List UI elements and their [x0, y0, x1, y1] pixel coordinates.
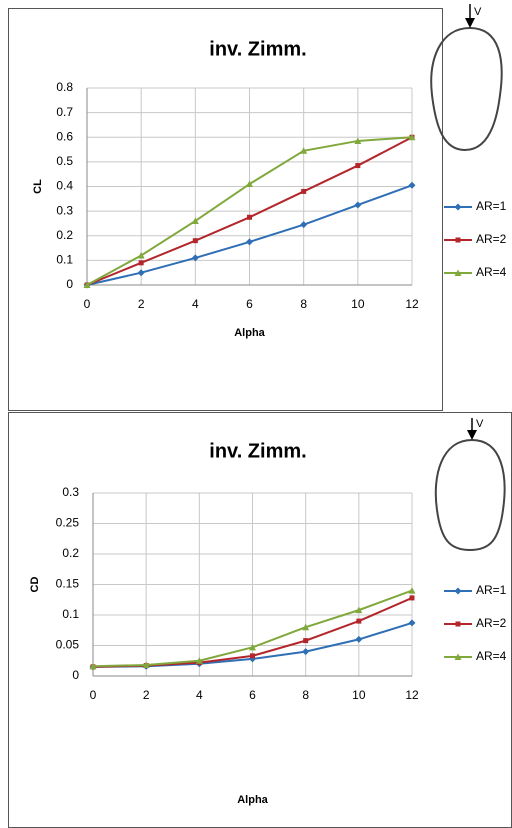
marker [302, 623, 310, 631]
y-tick-label: 0.1 [56, 253, 73, 267]
legend-marker [455, 621, 461, 627]
y-tick-label: 0.6 [56, 129, 73, 143]
marker [137, 251, 145, 259]
legend-label: AR=1 [476, 583, 507, 597]
x-tick-label: 12 [405, 297, 419, 311]
marker [355, 635, 363, 643]
marker [246, 238, 253, 246]
x-tick-label: 8 [302, 688, 309, 702]
marker [354, 137, 362, 144]
legend-label: AR=4 [476, 265, 507, 279]
arrow-head [467, 430, 477, 440]
x-tick-label: 2 [143, 688, 150, 702]
legend-label: AR=2 [476, 232, 507, 246]
marker [138, 260, 144, 266]
x-tick-label: 0 [90, 688, 97, 702]
y-tick-label: 0.25 [56, 516, 80, 530]
legend-marker [454, 587, 462, 595]
velocity-label: V [474, 6, 482, 18]
legend-label: AR=1 [476, 199, 507, 213]
x-tick-label: 4 [196, 688, 203, 702]
legend-marker [454, 653, 462, 660]
y-tick-label: 0 [66, 277, 73, 291]
y-tick-label: 0.2 [62, 546, 79, 560]
marker [83, 281, 91, 288]
x-tick-label: 12 [405, 688, 419, 702]
x-tick-label: 6 [246, 297, 253, 311]
x-axis-label: Alpha [234, 327, 265, 339]
marker [356, 618, 362, 624]
legend-label: AR=4 [476, 649, 507, 663]
marker [191, 217, 199, 224]
marker [249, 643, 256, 651]
y-tick-label: 0.15 [56, 577, 80, 591]
x-axis-label: Alpha [237, 794, 268, 806]
y-axis-label: CL [32, 179, 44, 194]
marker [354, 201, 362, 209]
marker [247, 214, 252, 220]
legend-marker [455, 237, 461, 243]
x-tick-label: 6 [249, 688, 256, 702]
marker [246, 180, 253, 188]
legend-marker [454, 269, 462, 276]
legend-label: AR=2 [476, 616, 507, 630]
chart-title: inv. Zimm. [209, 440, 306, 462]
y-tick-label: 0 [72, 668, 79, 682]
marker [192, 238, 198, 244]
marker [303, 638, 309, 644]
y-tick-label: 0.4 [56, 179, 73, 193]
y-tick-label: 0.2 [56, 228, 73, 242]
x-tick-label: 10 [352, 688, 366, 702]
marker [302, 648, 310, 656]
marker [408, 133, 416, 141]
x-tick-label: 8 [300, 297, 307, 311]
y-tick-label: 0.3 [56, 203, 73, 217]
frame [8, 412, 512, 828]
frame [8, 8, 443, 411]
marker [408, 181, 416, 189]
y-tick-label: 0.7 [56, 105, 73, 119]
marker [195, 657, 203, 664]
y-tick-label: 0.5 [56, 154, 73, 168]
chart-title: inv. Zimm. [209, 38, 306, 60]
x-tick-label: 2 [138, 297, 145, 311]
y-tick-label: 0.3 [62, 485, 79, 499]
legend-marker [454, 203, 462, 211]
y-tick-label: 0.1 [62, 607, 79, 621]
y-tick-label: 0.05 [56, 638, 80, 652]
x-tick-label: 10 [351, 297, 365, 311]
velocity-label: V [476, 418, 484, 430]
marker [142, 661, 150, 669]
body-shape [434, 438, 506, 552]
marker [137, 269, 145, 277]
marker [355, 163, 361, 169]
marker [408, 619, 416, 627]
y-axis-label: CD [29, 577, 41, 593]
x-tick-label: 0 [84, 297, 91, 311]
marker [301, 188, 307, 194]
marker [300, 147, 308, 154]
marker [409, 595, 415, 601]
marker [408, 587, 416, 594]
x-tick-label: 4 [192, 297, 199, 311]
body-shape [430, 26, 503, 152]
arrow-head [465, 18, 475, 28]
marker [250, 653, 255, 659]
marker [300, 221, 308, 229]
y-tick-label: 0.8 [56, 80, 73, 94]
marker [355, 606, 363, 614]
marker [191, 254, 199, 262]
marker [89, 662, 97, 670]
